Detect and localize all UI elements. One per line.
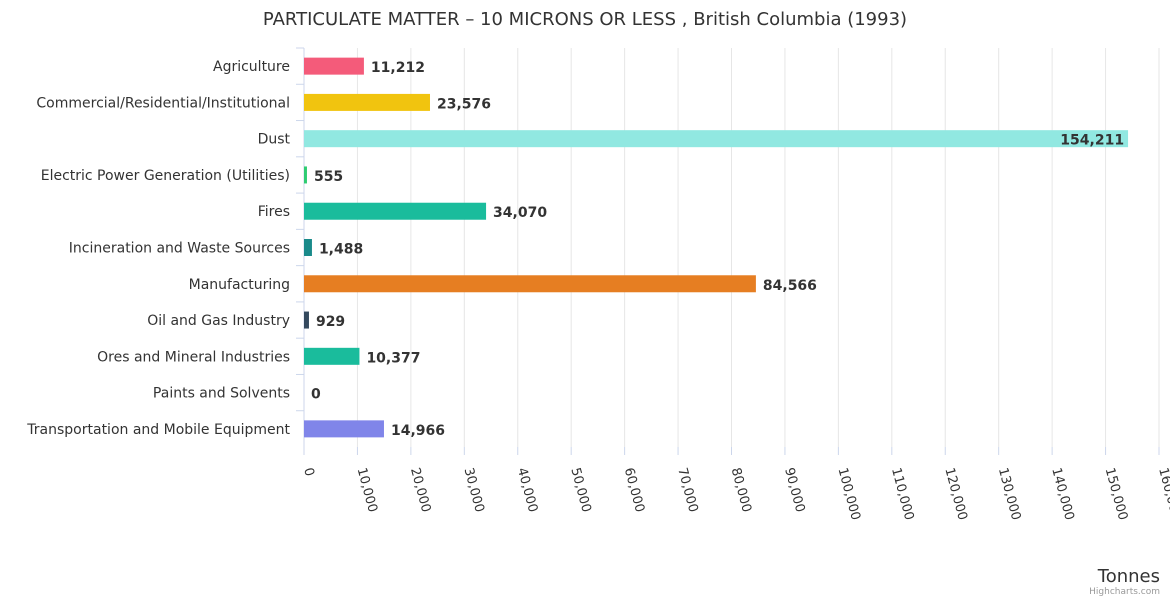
- x-tick-label: 90,000: [781, 466, 807, 514]
- data-label: 0: [311, 387, 321, 403]
- x-tick-label: 50,000: [567, 466, 593, 514]
- x-tick-label: 130,000: [995, 466, 1023, 522]
- x-tick-label: 110,000: [888, 466, 916, 522]
- category-label: Fires: [258, 204, 290, 220]
- value-axis-title: Tonnes: [1097, 566, 1160, 587]
- x-tick-label: 70,000: [674, 466, 700, 514]
- x-tick-label: 40,000: [514, 466, 540, 514]
- x-tick-label: 30,000: [460, 466, 486, 514]
- bar[interactable]: [304, 202, 487, 220]
- x-axis-ticks: 0 10,000 20,000 30,000 40,000 50,000 60,000 70,…: [300, 447, 1170, 522]
- category-label: Manufacturing: [189, 277, 290, 293]
- bar[interactable]: [304, 239, 312, 256]
- bar[interactable]: [304, 166, 307, 184]
- category-label: Paints and Solvents: [153, 386, 290, 402]
- category-label: Ores and Mineral Industries: [97, 349, 290, 365]
- data-label: 23,576: [437, 96, 491, 112]
- chart-title: PARTICULATE MATTER – 10 MICRONS OR LESS …: [263, 9, 907, 30]
- bar[interactable]: [304, 420, 384, 438]
- data-label: 14,966: [391, 423, 445, 439]
- data-label: 555: [314, 169, 343, 185]
- x-tick-label: 120,000: [941, 466, 969, 522]
- data-label: 1,488: [319, 242, 363, 258]
- data-label: 929: [316, 314, 345, 330]
- x-tick-label: 80,000: [728, 466, 754, 514]
- category-label: Oil and Gas Industry: [147, 313, 290, 329]
- bar[interactable]: [304, 93, 430, 111]
- x-tick-label: 100,000: [835, 466, 863, 522]
- bar[interactable]: [304, 275, 756, 293]
- category-label: Transportation and Mobile Equipment: [26, 422, 290, 438]
- data-label: 11,212: [371, 60, 425, 76]
- data-label: 10,377: [366, 350, 420, 366]
- bar[interactable]: [304, 130, 1129, 148]
- x-tick-label: 20,000: [407, 466, 433, 514]
- credits-link[interactable]: Highcharts.com: [1089, 587, 1160, 597]
- category-label: Agriculture: [213, 59, 290, 75]
- x-tick-label: 160,000: [1155, 466, 1170, 522]
- category-labels: Agriculture Commercial/Residential/Instit…: [26, 59, 290, 438]
- category-label: Dust: [258, 132, 291, 148]
- bar[interactable]: [304, 57, 364, 75]
- x-tick-label: 60,000: [621, 466, 647, 514]
- x-tick-label: 0: [300, 466, 317, 478]
- bar[interactable]: [304, 347, 360, 365]
- x-tick-label: 140,000: [1048, 466, 1076, 522]
- bars: [304, 57, 1129, 438]
- bar[interactable]: [304, 311, 309, 329]
- data-label: 34,070: [493, 205, 547, 221]
- category-label: Commercial/Residential/Institutional: [36, 95, 290, 111]
- data-labels: 11,212 23,576 154,211 555 34,070 1,488 84,566 9…: [311, 60, 1124, 439]
- x-tick-label: 10,000: [354, 466, 380, 514]
- data-label: 154,211: [1060, 133, 1124, 149]
- x-tick-label: 150,000: [1102, 466, 1130, 522]
- category-label: Incineration and Waste Sources: [69, 241, 290, 257]
- data-label: 84,566: [763, 278, 817, 294]
- category-label: Electric Power Generation (Utilities): [41, 168, 290, 184]
